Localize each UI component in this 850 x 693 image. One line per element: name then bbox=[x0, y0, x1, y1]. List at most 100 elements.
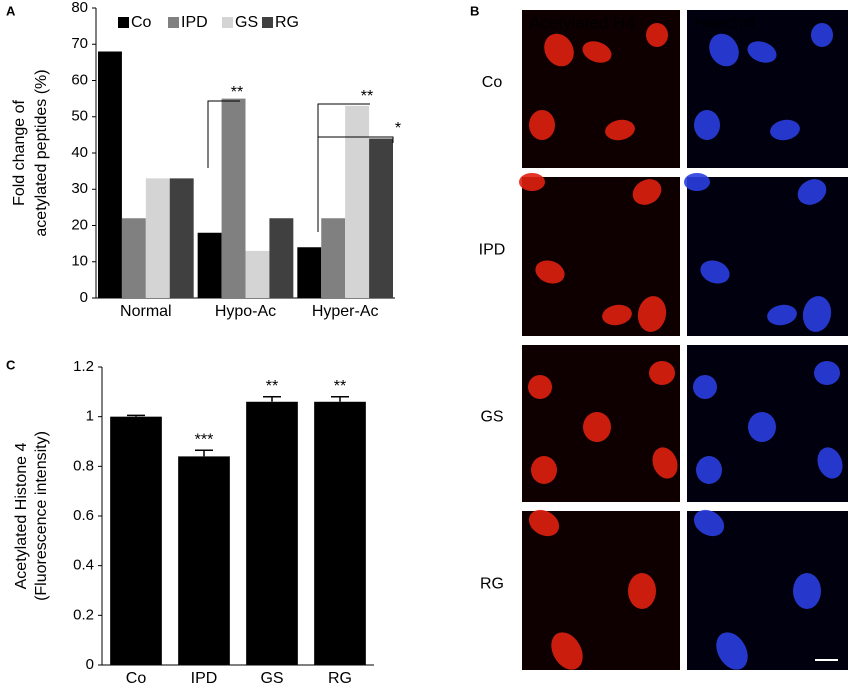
bar bbox=[245, 250, 270, 298]
y-tick-label: 10 bbox=[71, 253, 88, 270]
micrograph bbox=[687, 511, 848, 670]
nucleus bbox=[684, 173, 710, 191]
y-tick-label: 50 bbox=[71, 108, 88, 125]
nucleus bbox=[748, 412, 776, 442]
nucleus bbox=[802, 296, 832, 332]
nucleus bbox=[693, 375, 717, 399]
y-tick-label: 30 bbox=[71, 180, 88, 197]
significance-label: ** bbox=[266, 378, 278, 395]
microscopy-panel: Co IPD GS RG Acetylated H4 Hoechst bbox=[479, 10, 848, 670]
significance-label: ** bbox=[334, 378, 346, 395]
bar bbox=[321, 218, 346, 298]
nucleus bbox=[817, 447, 843, 479]
x-tick-label: GS bbox=[260, 670, 283, 687]
y-tick-label: 0 bbox=[80, 289, 88, 306]
row-label: RG bbox=[480, 576, 504, 593]
error-bar bbox=[127, 414, 145, 417]
nucleus bbox=[637, 296, 667, 332]
nucleus bbox=[582, 41, 612, 63]
error-bar bbox=[331, 396, 349, 402]
nucleus bbox=[747, 41, 777, 63]
significance-label: ** bbox=[231, 84, 243, 101]
x-tick-label: Normal bbox=[120, 303, 172, 320]
significance-label: *** bbox=[195, 431, 214, 448]
column-header: Hoechst bbox=[694, 13, 757, 32]
y-tick-label: 70 bbox=[71, 35, 88, 52]
y-tick-label: 40 bbox=[71, 144, 88, 161]
legend-swatch bbox=[118, 17, 129, 28]
row-label: GS bbox=[480, 409, 503, 426]
nucleus bbox=[605, 119, 635, 141]
nucleus bbox=[551, 632, 583, 670]
nucleus bbox=[649, 361, 675, 385]
bar bbox=[246, 401, 298, 665]
y-tick-label: 0.6 bbox=[73, 507, 94, 524]
legend-label: Co bbox=[131, 14, 152, 31]
nucleus bbox=[528, 375, 552, 399]
nucleus bbox=[646, 23, 668, 47]
bar bbox=[197, 232, 222, 298]
nucleus bbox=[535, 260, 565, 284]
nucleus bbox=[602, 304, 632, 326]
bar bbox=[269, 218, 294, 298]
y-axis-label: (Fluorescence intensity) bbox=[33, 431, 50, 601]
nucleus bbox=[528, 509, 560, 537]
y-tick-label: 1.2 bbox=[73, 358, 94, 375]
y-tick-label: 1 bbox=[86, 408, 94, 425]
nucleus bbox=[632, 179, 662, 205]
bar bbox=[97, 51, 122, 298]
x-tick-label: Co bbox=[126, 670, 147, 687]
bar bbox=[178, 456, 230, 665]
nucleus bbox=[797, 179, 827, 205]
bar bbox=[314, 401, 366, 665]
x-tick-label: IPD bbox=[191, 670, 218, 687]
y-axis-label: Fold change of bbox=[11, 100, 28, 206]
y-axis-label: Acetylated Histone 4 bbox=[13, 443, 30, 590]
x-tick-label: RG bbox=[328, 670, 352, 687]
nucleus bbox=[716, 632, 748, 670]
nucleus bbox=[628, 573, 656, 609]
nucleus bbox=[544, 33, 574, 67]
bar bbox=[345, 105, 370, 298]
legend-label: GS bbox=[235, 14, 258, 31]
bar bbox=[121, 218, 146, 298]
x-tick-label: Hyper-Ac bbox=[312, 303, 379, 320]
nucleus bbox=[652, 447, 678, 479]
y-tick-label: 80 bbox=[71, 0, 88, 16]
nucleus bbox=[694, 110, 720, 140]
nucleus bbox=[709, 33, 739, 67]
bar bbox=[169, 178, 194, 298]
nucleus bbox=[770, 119, 800, 141]
nucleus bbox=[767, 304, 797, 326]
y-tick-label: 60 bbox=[71, 71, 88, 88]
significance-bracket bbox=[207, 100, 240, 168]
nucleus bbox=[519, 173, 545, 191]
bar bbox=[369, 138, 394, 298]
nucleus bbox=[583, 412, 611, 442]
y-axis-label: acetylated peptides (%) bbox=[33, 69, 50, 236]
significance-label: ** bbox=[361, 88, 373, 105]
nucleus bbox=[811, 23, 833, 47]
nucleus bbox=[696, 456, 722, 484]
nucleus bbox=[529, 110, 555, 140]
y-tick-label: 0.8 bbox=[73, 457, 94, 474]
panel-label: C bbox=[6, 357, 16, 372]
significance-label: * bbox=[395, 120, 401, 137]
y-tick-label: 0.4 bbox=[73, 557, 94, 574]
row-label: IPD bbox=[479, 242, 506, 259]
y-tick-label: 0.2 bbox=[73, 606, 94, 623]
nucleus bbox=[700, 260, 730, 284]
panel-label: B bbox=[470, 3, 479, 18]
y-tick-label: 0 bbox=[86, 656, 94, 673]
error-bar bbox=[195, 449, 213, 457]
nucleus bbox=[531, 456, 557, 484]
significance-bracket bbox=[317, 103, 370, 232]
legend-swatch bbox=[168, 17, 179, 28]
x-tick-label: Hypo-Ac bbox=[215, 303, 276, 320]
bar bbox=[110, 416, 162, 665]
column-header: Acetylated H4 bbox=[529, 13, 635, 32]
legend-swatch bbox=[222, 17, 233, 28]
bar bbox=[145, 178, 170, 298]
legend-label: IPD bbox=[181, 14, 208, 31]
nucleus bbox=[793, 573, 821, 609]
